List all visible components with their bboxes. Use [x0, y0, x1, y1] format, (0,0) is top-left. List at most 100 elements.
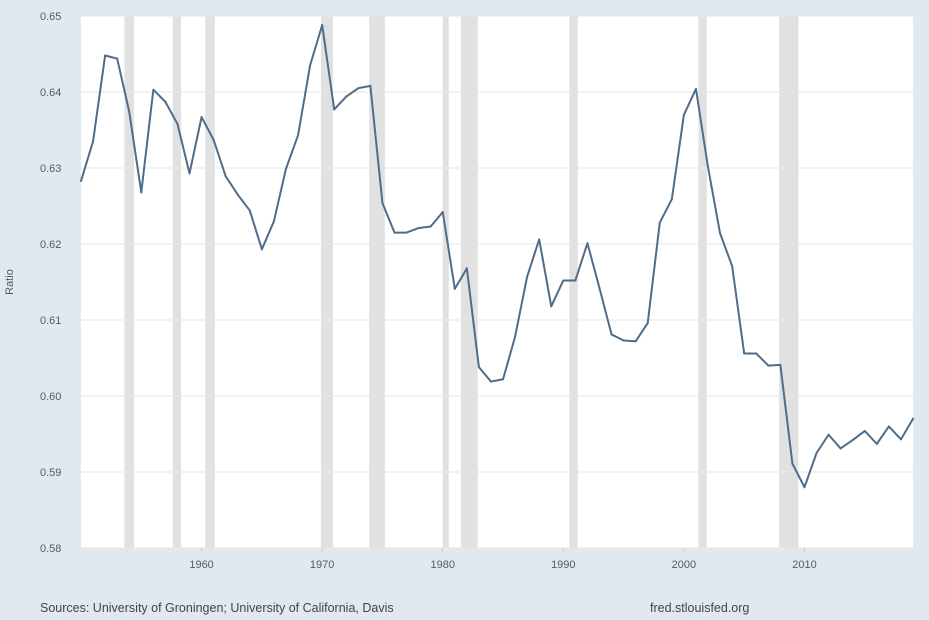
x-tick-label: 2010 [792, 559, 816, 571]
y-tick-label: 0.62 [40, 239, 61, 251]
data-point [767, 364, 770, 367]
data-point [224, 175, 227, 178]
data-point [345, 95, 348, 98]
data-point [272, 220, 275, 223]
data-point [574, 279, 577, 282]
data-point [164, 100, 167, 103]
y-tick-label: 0.60 [40, 391, 61, 403]
data-point [755, 352, 758, 355]
x-tick-label: 1990 [551, 559, 575, 571]
data-point [116, 57, 119, 60]
recession-band-1 [172, 16, 182, 548]
data-point [646, 322, 649, 325]
data-point [453, 287, 456, 290]
data-point [743, 352, 746, 355]
data-point [176, 122, 179, 125]
recession-band-9 [779, 16, 799, 548]
data-point [634, 340, 637, 343]
data-point [381, 201, 384, 204]
data-point [622, 339, 625, 342]
recession-band-0 [124, 16, 135, 548]
data-point [815, 452, 818, 454]
y-tick-label: 0.64 [40, 87, 61, 99]
x-tick-label: 2000 [672, 559, 696, 571]
data-point [707, 166, 710, 169]
data-point [188, 172, 191, 175]
data-point [863, 429, 866, 432]
y-axis-ticks: 0.58 0.59 0.60 0.61 0.62 0.63 0.64 0.65 [40, 11, 61, 555]
fred-credit[interactable]: fred.stlouisfed.org [650, 601, 750, 615]
data-point [309, 64, 312, 67]
data-point [393, 231, 396, 234]
recession-shading [124, 16, 799, 548]
y-tick-label: 0.58 [40, 543, 61, 555]
data-point [779, 363, 782, 366]
data-point [477, 366, 480, 369]
data-point [912, 417, 914, 420]
x-tick-label: 1980 [430, 559, 454, 571]
data-point [357, 87, 360, 90]
data-point [128, 110, 131, 113]
data-point [405, 231, 408, 234]
data-point [694, 87, 697, 90]
recession-band-8 [698, 16, 707, 548]
data-point [489, 380, 492, 383]
data-point [514, 335, 517, 338]
y-tick-label: 0.59 [40, 467, 61, 479]
data-point [875, 442, 878, 445]
data-point [333, 108, 336, 111]
data-point [658, 221, 661, 224]
data-point [538, 238, 541, 241]
plot-area [81, 16, 913, 548]
series-line-0 [80, 24, 914, 489]
data-point [92, 140, 95, 143]
x-tick-label: 1970 [310, 559, 334, 571]
data-point [200, 116, 203, 119]
y-tick-label: 0.63 [40, 163, 61, 175]
y-axis-label: Ratio [4, 269, 16, 295]
data-point [839, 447, 842, 450]
data-point [598, 287, 601, 290]
gridlines [81, 15, 913, 549]
data-point [297, 134, 300, 137]
data-point [899, 438, 902, 441]
data-point [851, 439, 854, 442]
data-point [682, 113, 685, 116]
data-point [212, 138, 215, 141]
data-point [465, 267, 468, 270]
data-point [670, 198, 673, 201]
x-tick-label: 1960 [189, 559, 213, 571]
x-axis-ticks: 1960 1970 1980 1990 2000 2010 [189, 548, 817, 571]
data-point [550, 305, 553, 308]
data-point [80, 179, 82, 182]
recession-band-2 [205, 16, 215, 548]
data-point [502, 378, 505, 381]
data-point [321, 24, 324, 27]
data-point [586, 242, 589, 245]
data-point [104, 54, 107, 57]
data-point [827, 433, 830, 436]
data-point [248, 209, 251, 212]
sources-note: Sources: University of Groningen; Univer… [40, 601, 394, 615]
data-point [526, 275, 529, 278]
data-point [731, 265, 734, 268]
data-point [417, 227, 420, 230]
data-point [260, 248, 263, 251]
data-point [562, 279, 565, 282]
data-point [803, 486, 806, 489]
data-point [441, 211, 444, 214]
data-point [284, 167, 287, 170]
y-tick-label: 0.61 [40, 315, 61, 327]
series-group [80, 24, 914, 489]
data-point [610, 333, 613, 336]
y-tick-label: 0.65 [40, 11, 61, 23]
recession-band-5 [442, 16, 449, 548]
data-point [140, 191, 143, 194]
recession-band-7 [569, 16, 578, 548]
data-point [719, 232, 722, 235]
data-point [152, 88, 155, 91]
recession-band-4 [369, 16, 385, 548]
data-point [791, 462, 794, 465]
data-point [236, 193, 239, 196]
